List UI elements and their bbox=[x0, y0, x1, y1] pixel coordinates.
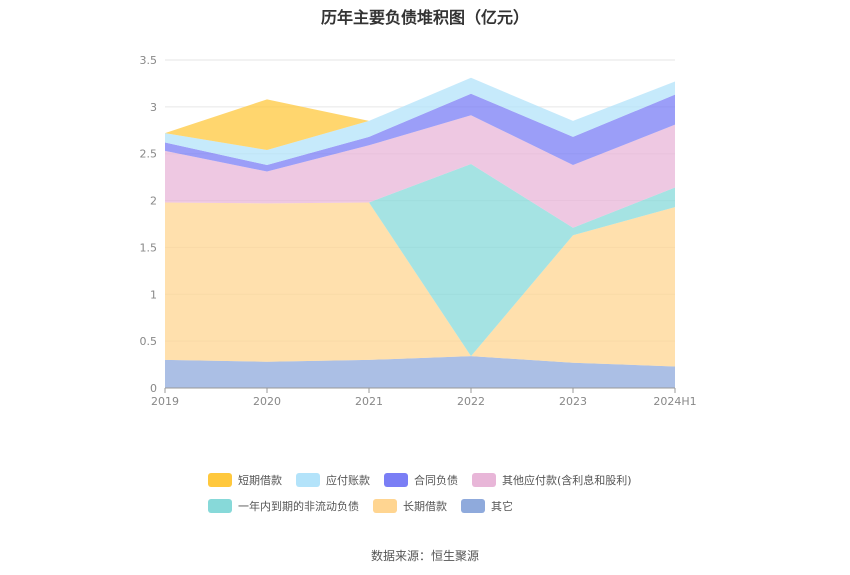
x-tick-label: 2022 bbox=[457, 395, 485, 408]
legend-item[interactable]: 应付账款 bbox=[296, 472, 370, 488]
legend-label: 其它 bbox=[491, 500, 513, 513]
y-tick-label: 3.5 bbox=[140, 54, 158, 67]
legend-swatch bbox=[296, 473, 320, 487]
axis-layer: 0 0.5 1 1.5 2 2.5 3 3.5 2019 2020 2021 2022 2023 2024… bbox=[140, 54, 697, 408]
y-tick-label: 1.5 bbox=[140, 241, 158, 254]
y-tick-label: 3 bbox=[150, 101, 157, 114]
y-tick-label: 2.5 bbox=[140, 148, 158, 161]
legend-label: 短期借款 bbox=[238, 474, 282, 487]
legend-item[interactable]: 一年内到期的非流动负债 bbox=[208, 498, 359, 514]
legend-label: 一年内到期的非流动负债 bbox=[238, 500, 359, 513]
source-note: 数据来源：恒生聚源 bbox=[370, 549, 479, 563]
area-layer bbox=[165, 77, 675, 388]
legend-label: 长期借款 bbox=[403, 500, 447, 513]
y-tick-label: 2 bbox=[150, 195, 157, 208]
area-series-6 bbox=[165, 77, 675, 150]
legend-label: 应付账款 bbox=[326, 474, 370, 487]
legend-swatch bbox=[461, 499, 485, 513]
area-series-2 bbox=[165, 164, 675, 357]
x-tick-label: 2021 bbox=[355, 395, 383, 408]
area-series-3 bbox=[165, 115, 675, 228]
legend-row-1: 短期借款 应付账款 合同负债 其他应付款(含利息和股利) bbox=[208, 472, 668, 498]
legend-swatch bbox=[208, 499, 232, 513]
x-tick-label: 2020 bbox=[253, 395, 281, 408]
legend-swatch bbox=[208, 473, 232, 487]
area-series-1 bbox=[165, 202, 675, 367]
x-tick-label: 2024H1 bbox=[653, 395, 696, 408]
legend: 短期借款 应付账款 合同负债 其他应付款(含利息和股利) 一年内到期的非流动负债 长期借… bbox=[208, 472, 668, 524]
y-tick-label: 1 bbox=[150, 288, 157, 301]
chart-title: 历年主要负债堆积图（亿元） bbox=[320, 8, 529, 27]
area-series-5 bbox=[165, 77, 675, 165]
legend-item[interactable]: 短期借款 bbox=[208, 472, 282, 488]
y-tick-label: 0 bbox=[150, 382, 157, 395]
x-tick-label: 2019 bbox=[151, 395, 179, 408]
legend-swatch bbox=[373, 499, 397, 513]
legend-item[interactable]: 其它 bbox=[461, 498, 513, 514]
area-series-4 bbox=[165, 93, 675, 172]
legend-item[interactable]: 其他应付款(含利息和股利) bbox=[472, 472, 632, 488]
legend-label: 合同负债 bbox=[414, 474, 458, 487]
legend-item[interactable]: 合同负债 bbox=[384, 472, 458, 488]
x-tick-label: 2023 bbox=[559, 395, 587, 408]
legend-swatch bbox=[384, 473, 408, 487]
legend-label: 其他应付款(含利息和股利) bbox=[502, 474, 632, 487]
y-tick-label: 0.5 bbox=[140, 335, 158, 348]
area-series-0 bbox=[165, 356, 675, 388]
legend-item[interactable]: 长期借款 bbox=[373, 498, 447, 514]
legend-row-2: 一年内到期的非流动负债 长期借款 其它 bbox=[208, 498, 668, 524]
legend-swatch bbox=[472, 473, 496, 487]
